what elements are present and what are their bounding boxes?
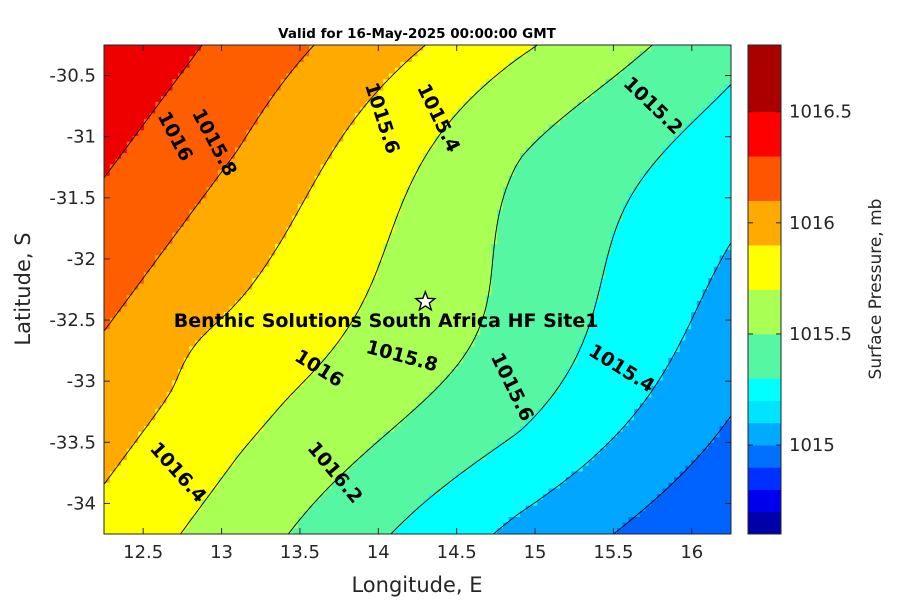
colorbar-segment	[748, 267, 781, 290]
x-axis-ticks: 12.5 13 13.5 14 14.5 15 15.5 16	[123, 45, 703, 563]
colorbar-segment	[748, 400, 781, 424]
colorbar-segment	[748, 289, 781, 313]
colorbar-segment	[748, 311, 781, 335]
colorbar-tick-label: 1015.5	[789, 324, 852, 345]
colorbar-segment	[748, 111, 781, 135]
site-marker-group: Benthic Solutions South Africa HF Site1	[174, 289, 599, 332]
colorbar-segment	[748, 445, 781, 468]
contour-bands	[104, 45, 731, 534]
plot-frame	[103, 44, 732, 535]
colorbar-segment	[748, 133, 781, 157]
colorbar-tick-label: 1016	[789, 213, 835, 234]
colorbar-tick-label: 1016.5	[789, 102, 852, 123]
y-tick-label: -31	[67, 127, 96, 148]
site-star-icon	[413, 289, 437, 312]
colorbar-segment	[748, 222, 781, 246]
colorbar-segment	[748, 156, 781, 179]
y-tick-label: -32	[67, 249, 96, 270]
y-tick-label: -30.5	[49, 66, 96, 87]
colorbar-tick-label: 1015	[789, 435, 835, 456]
colorbar-segment	[748, 67, 781, 90]
x-tick-label: 13.5	[280, 542, 320, 563]
x-tick-label: 14	[367, 542, 390, 563]
contour-band	[104, 45, 533, 534]
colorbar-label: Surface Pressure, mb	[866, 199, 886, 380]
x-tick-label: 15.5	[593, 542, 633, 563]
colorbar-segment	[748, 45, 781, 68]
contour-band	[617, 420, 731, 534]
y-axis-ticks: -30.5 -31 -31.5 -32 -32.5 -33 -33.5 -34	[49, 66, 731, 514]
y-tick-label: -32.5	[49, 310, 96, 331]
colorbar-segment	[748, 89, 781, 113]
colorbar-segment	[748, 511, 781, 535]
colorbar-segment	[748, 200, 781, 224]
contour-band	[104, 45, 424, 484]
contour-band	[497, 249, 731, 534]
contour-band	[104, 45, 202, 177]
x-tick-label: 12.5	[123, 542, 163, 563]
colorbar-frame	[747, 44, 782, 535]
contour-lines	[104, 45, 731, 534]
contour-plot-area	[104, 45, 731, 534]
contour-line	[613, 415, 731, 534]
colorbar-segment	[748, 356, 781, 379]
x-tick-label: 16	[680, 542, 703, 563]
contour-band	[394, 84, 731, 534]
contour-line	[104, 45, 203, 179]
y-tick-label: -31.5	[49, 188, 96, 209]
colorbar-segment	[748, 378, 781, 402]
contour-band	[292, 45, 731, 534]
y-tick-label: -33	[67, 371, 96, 392]
x-tick-label: 15	[524, 542, 547, 563]
x-tick-label: 13	[210, 542, 233, 563]
x-tick-label: 14.5	[437, 542, 477, 563]
chart-title: Valid for 16-May-2025 00:00:00 GMT	[278, 26, 557, 42]
contour-line	[104, 45, 315, 332]
colorbar-segment	[748, 333, 781, 357]
contour-line	[104, 45, 426, 485]
colorbar: 1015 1015.5 1016 1016.5	[747, 44, 852, 535]
contour-line	[287, 45, 653, 534]
y-tick-label: -34	[67, 493, 96, 514]
y-axis-label: Latitude, S	[11, 232, 35, 345]
y-tick-label: -33.5	[49, 432, 96, 453]
contour-line	[390, 84, 731, 534]
colorbar-segment	[748, 245, 781, 268]
site-label: Benthic Solutions South Africa HF Site1	[174, 310, 599, 332]
x-axis-label: Longitude, E	[351, 573, 482, 597]
colorbar-segment	[748, 422, 781, 446]
colorbar-segment	[748, 489, 781, 513]
contour-band	[183, 45, 652, 534]
colorbar-segment	[748, 467, 781, 490]
colorbar-segment	[748, 178, 781, 201]
